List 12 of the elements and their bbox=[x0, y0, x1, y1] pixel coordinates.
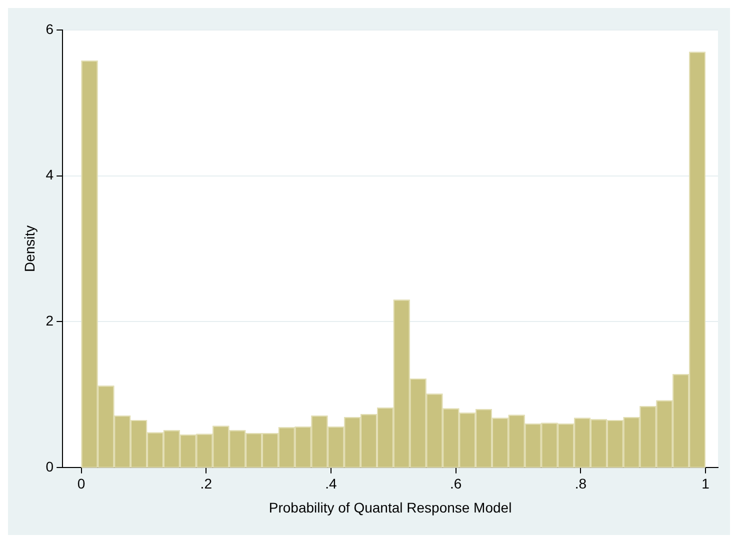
x-axis-title: Probability of Quantal Response Model bbox=[268, 499, 512, 516]
x-tick-label: .4 bbox=[325, 476, 338, 492]
x-tick-label: .8 bbox=[574, 476, 587, 492]
y-tick-label: 4 bbox=[46, 166, 54, 183]
x-tick-label: 1 bbox=[702, 476, 710, 492]
y-tick-label: 0 bbox=[46, 458, 54, 474]
y-tick-label: 6 bbox=[46, 20, 54, 37]
y-axis-title: Density bbox=[21, 225, 38, 272]
x-tick-label: .2 bbox=[200, 476, 212, 492]
x-tick-label: .6 bbox=[450, 476, 462, 492]
y-tick-label: 2 bbox=[46, 312, 54, 328]
x-tick-label: 0 bbox=[77, 476, 86, 492]
